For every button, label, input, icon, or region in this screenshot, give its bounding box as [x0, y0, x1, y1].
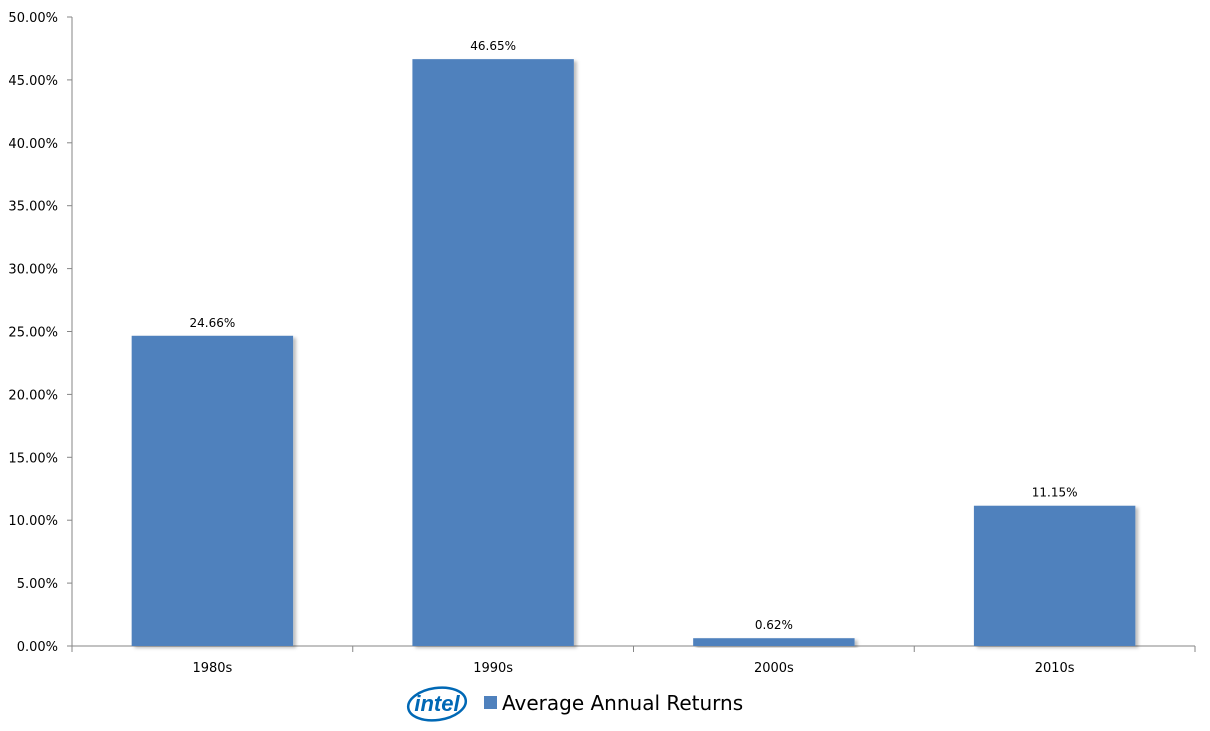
intel-logo-icon: intel: [406, 686, 468, 722]
legend: intel Average Annual Returns: [406, 686, 743, 722]
y-tick-label: 50.00%: [8, 11, 58, 26]
intel-logo-text: intel: [414, 691, 460, 716]
y-tick-label: 20.00%: [8, 388, 58, 403]
y-tick-label: 45.00%: [8, 74, 58, 89]
y-tick-label: 40.00%: [8, 137, 58, 152]
data-label: 0.62%: [755, 618, 793, 632]
bar-1990s: [412, 59, 574, 646]
legend-label: Average Annual Returns: [502, 691, 743, 715]
y-tick-label: 5.00%: [17, 577, 58, 592]
x-tick-label: 2000s: [754, 661, 794, 676]
data-labels: 24.66% 46.65% 0.62% 11.15%: [189, 39, 1077, 632]
y-tick-label: 10.00%: [8, 514, 58, 529]
y-tick-label: 30.00%: [8, 263, 58, 278]
bars: [131, 59, 1136, 646]
y-tick-label: 35.00%: [8, 200, 58, 215]
y-tick-label: 25.00%: [8, 326, 58, 341]
x-tick-label: 1980s: [192, 661, 232, 676]
data-label: 46.65%: [470, 39, 516, 53]
y-axis: 0.00% 5.00% 10.00% 15.00% 20.00% 25.00% 30.00%…: [8, 11, 73, 655]
y-tick-label: 0.00%: [17, 640, 58, 655]
data-label: 11.15%: [1032, 486, 1078, 500]
bar-1980s: [131, 335, 294, 646]
bar-2010s: [973, 505, 1136, 646]
bar-2000s: [693, 638, 855, 646]
x-tick-label: 2010s: [1035, 661, 1075, 676]
x-axis: 1980s 1990s 2000s 2010s: [71, 645, 1196, 676]
data-label: 24.66%: [189, 316, 235, 330]
legend-swatch: [484, 696, 497, 709]
x-tick-label: 1990s: [473, 661, 513, 676]
y-tick-label: 15.00%: [8, 451, 58, 466]
